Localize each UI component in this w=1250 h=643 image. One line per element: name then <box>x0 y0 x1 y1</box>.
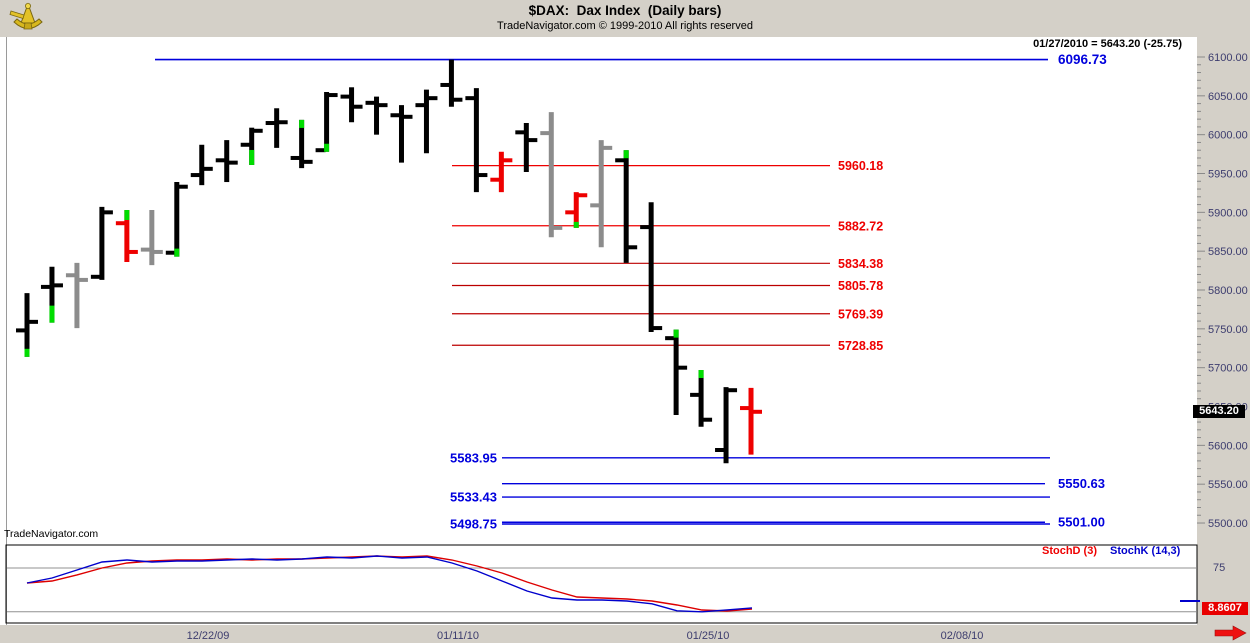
price-axis-label: 6000.00 <box>1208 130 1248 142</box>
level-label: 5550.63 <box>1058 476 1105 491</box>
stochk-label: StochK (14,3) <box>1110 545 1181 557</box>
chart-subtitle: TradeNavigator.com © 1999-2010 All right… <box>497 20 753 32</box>
quote-line: 01/27/2010 = 5643.20 (-25.75) <box>1033 38 1182 50</box>
stoch-curve-stochk <box>26 555 753 613</box>
price-axis-label: 5900.00 <box>1208 207 1248 219</box>
level-label: 5805.78 <box>838 279 883 293</box>
price-axis-label: 5700.00 <box>1208 363 1248 375</box>
price-axis-label: 6100.00 <box>1208 52 1248 64</box>
price-axis-label: 5950.00 <box>1208 169 1248 181</box>
price-axis-label: 5800.00 <box>1208 285 1248 297</box>
level-label: 5834.38 <box>838 257 883 271</box>
stochd-label: StochD (3) <box>1042 545 1097 557</box>
chart-plot-area[interactable] <box>6 37 1197 625</box>
stochastic-panel <box>5 544 1198 624</box>
date-axis-strip[interactable] <box>0 625 1250 643</box>
current-price-box: 5643.20 <box>1193 405 1245 418</box>
price-axis-label: 5750.00 <box>1208 324 1248 336</box>
price-axis-label: 5600.00 <box>1208 440 1248 452</box>
level-label: 5498.75 <box>450 516 497 531</box>
sextant-logo-icon <box>9 2 43 30</box>
price-axis-strip[interactable] <box>1197 37 1250 625</box>
price-axis-label: 5850.00 <box>1208 246 1248 258</box>
level-label: 5882.72 <box>838 219 883 233</box>
chart-title: $DAX: Dax Index (Daily bars) <box>528 3 722 18</box>
price-axis-label: 5500.00 <box>1208 518 1248 530</box>
price-axis-label: 6050.00 <box>1208 91 1248 103</box>
watermark-text: TradeNavigator.com <box>4 528 99 540</box>
date-axis-label: 01/25/10 <box>687 630 730 642</box>
date-axis-label: 02/08/10 <box>941 630 984 642</box>
date-axis-label: 12/22/09 <box>187 630 230 642</box>
header-strip <box>0 0 1250 37</box>
stoch-value-box: 8.8607 <box>1202 602 1248 615</box>
price-axis-label: 5550.00 <box>1208 479 1248 491</box>
level-label: 6096.73 <box>1058 52 1107 67</box>
level-label: 5533.43 <box>450 490 497 505</box>
scroll-right-arrow[interactable] <box>1214 625 1247 641</box>
date-axis-label: 01/11/10 <box>437 630 479 642</box>
level-label: 5501.00 <box>1058 515 1105 530</box>
level-label: 5960.18 <box>838 159 883 173</box>
level-label: 5728.85 <box>838 339 883 353</box>
stoch-level-75-label: 75 <box>1213 562 1226 574</box>
level-label: 5583.95 <box>450 450 497 465</box>
level-label: 5769.39 <box>838 307 883 321</box>
